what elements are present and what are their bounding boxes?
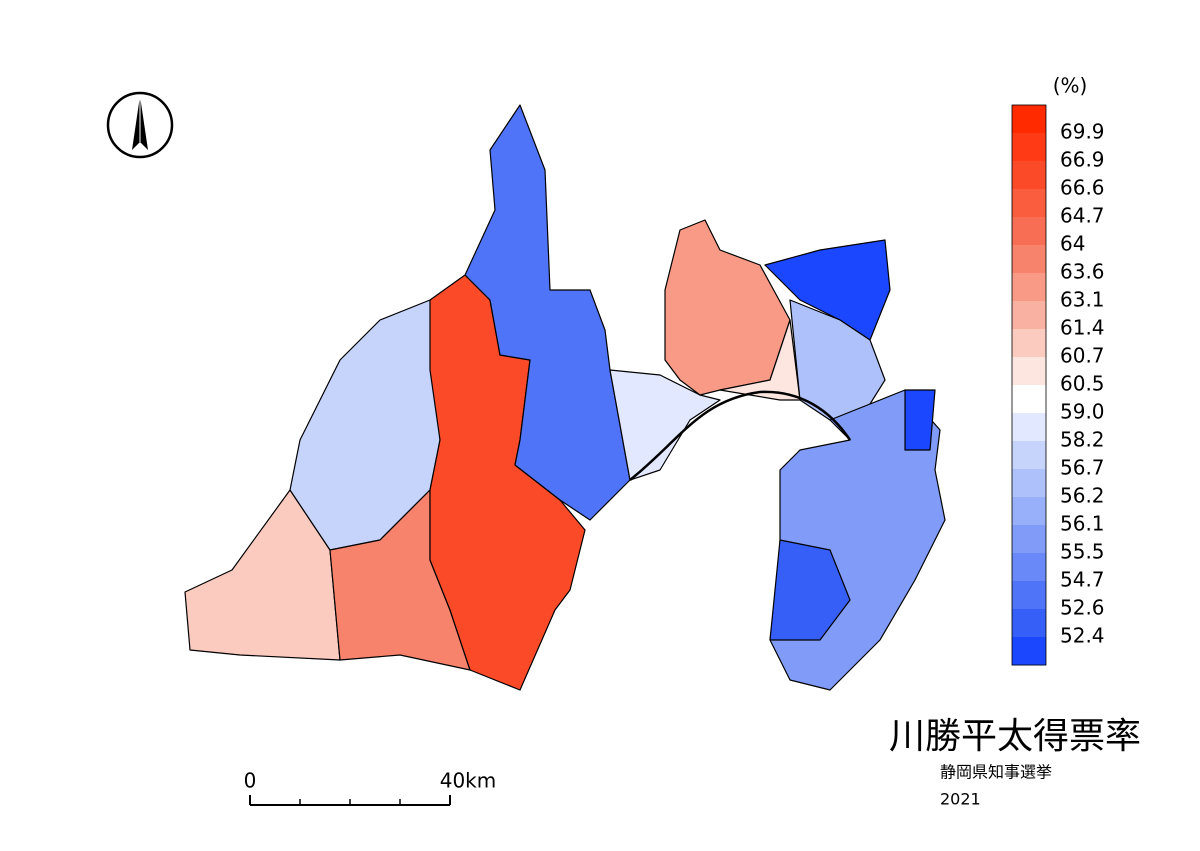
legend-swatch: [1012, 105, 1046, 134]
legend-swatch: [1012, 217, 1046, 246]
legend-unit: (%): [1053, 74, 1088, 98]
scale-bar: [249, 795, 451, 806]
legend-label: 63.1: [1060, 288, 1105, 312]
legend-swatch: [1012, 553, 1046, 582]
legend-swatch: [1012, 161, 1046, 190]
legend-label: 58.2: [1060, 428, 1105, 452]
scale-start: 0: [244, 769, 257, 793]
legend-label: 56.2: [1060, 484, 1105, 508]
legend-frame: [1011, 104, 1047, 666]
legend-swatch: [1012, 525, 1046, 554]
legend-label: 66.9: [1060, 148, 1105, 172]
legend-label: 66.6: [1060, 176, 1105, 200]
regions: [184, 104, 946, 691]
scale-end: 40km: [440, 769, 497, 793]
coastline: [629, 390, 852, 481]
legend-label: 52.6: [1060, 596, 1105, 620]
legend-label: 56.7: [1060, 456, 1105, 480]
legend-swatch: [1012, 133, 1046, 162]
legend: 69.9 66.9 66.6 64.7 64 63.6 63.1 61.4 60.7 60.5 59…: [1011, 104, 1105, 666]
legend-swatch: [1012, 581, 1046, 610]
north-arrow: [106, 91, 174, 159]
legend-label: 56.1: [1060, 512, 1105, 536]
legend-label: 61.4: [1060, 316, 1105, 340]
region: [609, 369, 721, 481]
legend-swatch: [1012, 245, 1046, 274]
region: [904, 389, 936, 451]
legend-swatch: [1012, 329, 1046, 358]
year: 2021: [940, 790, 981, 809]
legend-swatch: [1012, 301, 1046, 330]
legend-swatch: [1012, 357, 1046, 386]
legend-label: 64.7: [1060, 204, 1105, 228]
legend-label: 69.9: [1060, 120, 1105, 144]
legend-label: 63.6: [1060, 260, 1105, 284]
legend-swatch: [1012, 637, 1046, 666]
legend-swatch: [1012, 189, 1046, 218]
legend-swatch: [1012, 413, 1046, 442]
legend-swatch: [1012, 273, 1046, 302]
legend-label: 59.0: [1060, 400, 1105, 424]
legend-label: 60.7: [1060, 344, 1105, 368]
legend-swatch: [1012, 497, 1046, 526]
legend-label: 64: [1060, 232, 1085, 256]
subtitle: 静岡県知事選挙: [940, 763, 1052, 782]
legend-swatch: [1012, 441, 1046, 470]
legend-label: 60.5: [1060, 372, 1105, 396]
region: [769, 539, 851, 641]
legend-swatch: [1012, 385, 1046, 414]
region: [719, 319, 801, 401]
map-title: 川勝平太得票率: [889, 716, 1141, 757]
legend-swatch: [1012, 609, 1046, 638]
legend-label: 54.7: [1060, 568, 1105, 592]
region: [789, 299, 886, 421]
legend-swatch: [1012, 469, 1046, 498]
legend-label: 52.4: [1060, 624, 1105, 648]
region: [764, 239, 891, 341]
legend-label: 55.5: [1060, 540, 1105, 564]
